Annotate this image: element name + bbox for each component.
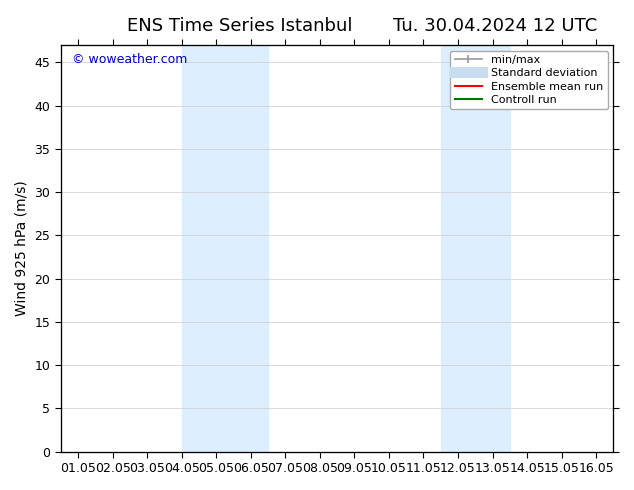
Y-axis label: Wind 925 hPa (m/s): Wind 925 hPa (m/s) [15, 180, 29, 316]
Text: Tu. 30.04.2024 12 UTC: Tu. 30.04.2024 12 UTC [393, 17, 597, 35]
Text: © woweather.com: © woweather.com [72, 53, 187, 66]
Bar [441, 45, 510, 452]
Text: ENS Time Series Istanbul: ENS Time Series Istanbul [127, 17, 353, 35]
Bar [182, 45, 268, 452]
Legend: min/max, Standard deviation, Ensemble mean run, Controll run: min/max, Standard deviation, Ensemble me… [450, 50, 608, 109]
